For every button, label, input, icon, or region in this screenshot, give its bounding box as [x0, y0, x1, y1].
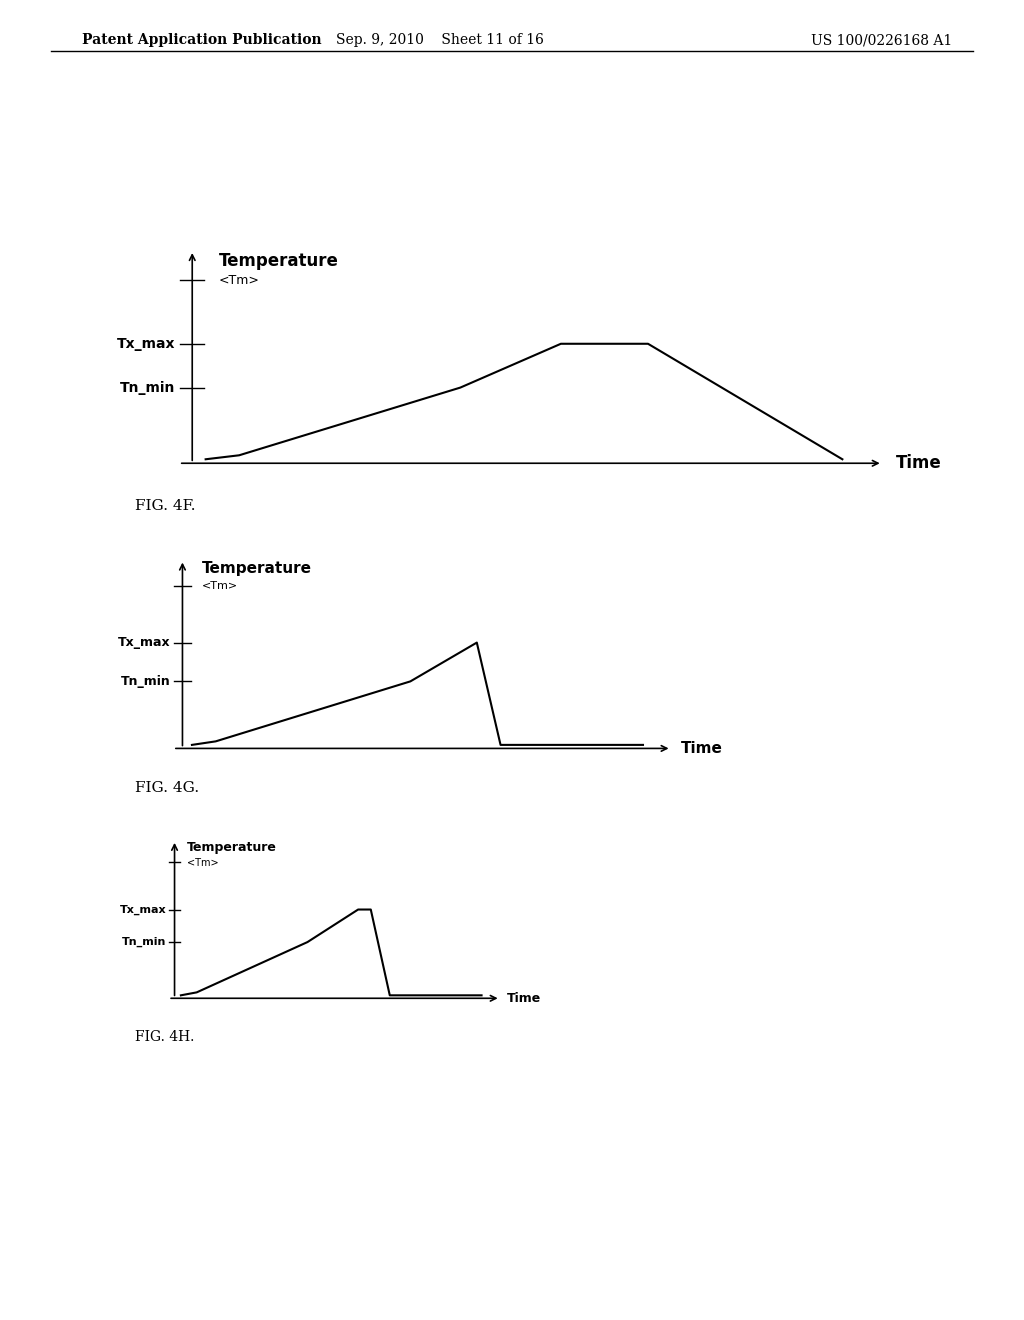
Text: Temperature: Temperature [187, 841, 278, 854]
Text: Tn_min: Tn_min [120, 380, 175, 395]
Text: Temperature: Temperature [219, 252, 339, 271]
Text: Tx_max: Tx_max [118, 636, 171, 649]
Text: Patent Application Publication: Patent Application Publication [82, 33, 322, 48]
Text: US 100/0226168 A1: US 100/0226168 A1 [811, 33, 952, 48]
Text: <Tm>: <Tm> [202, 581, 238, 591]
Text: Tx_max: Tx_max [117, 337, 175, 351]
Text: Tn_min: Tn_min [121, 675, 171, 688]
Text: Temperature: Temperature [202, 561, 311, 577]
Text: Tn_min: Tn_min [122, 937, 167, 948]
Text: <Tm>: <Tm> [219, 275, 260, 286]
Text: Time: Time [507, 991, 541, 1005]
Text: Tx_max: Tx_max [120, 904, 167, 915]
Text: Sep. 9, 2010    Sheet 11 of 16: Sep. 9, 2010 Sheet 11 of 16 [336, 33, 545, 48]
Text: FIG. 4H.: FIG. 4H. [135, 1030, 195, 1044]
Text: FIG. 4F.: FIG. 4F. [135, 499, 196, 513]
Text: Time: Time [896, 454, 942, 473]
Text: FIG. 4G.: FIG. 4G. [135, 781, 200, 796]
Text: Time: Time [681, 741, 723, 756]
Text: <Tm>: <Tm> [187, 858, 219, 867]
